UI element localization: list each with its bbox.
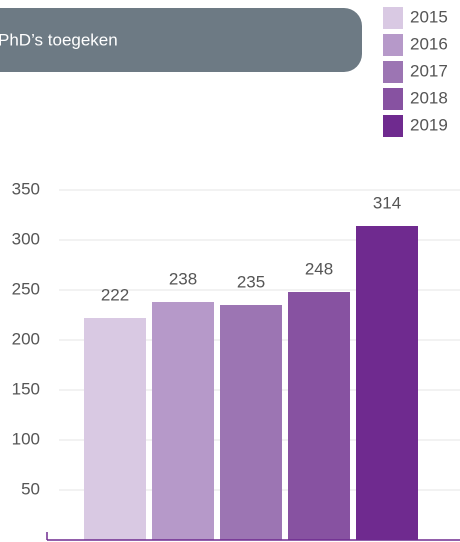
bar (288, 292, 350, 540)
bar (84, 318, 146, 540)
y-tick-label: 50 (21, 479, 40, 498)
y-tick-label: 150 (12, 379, 40, 398)
legend-swatch (383, 115, 403, 137)
value-label: 222 (101, 285, 129, 304)
bar (356, 226, 418, 540)
y-tick-label: 250 (12, 279, 40, 298)
title-banner (0, 8, 362, 72)
value-label: 314 (373, 193, 401, 212)
legend-swatch (383, 7, 403, 29)
value-label: 235 (237, 272, 265, 291)
legend-label: 2018 (410, 88, 448, 107)
legend-swatch (383, 34, 403, 56)
bar (152, 302, 214, 540)
legend-swatch (383, 88, 403, 110)
legend-swatch (383, 61, 403, 83)
legend-label: 2017 (410, 61, 448, 80)
legend-label: 2015 (410, 7, 448, 26)
value-label: 238 (169, 269, 197, 288)
bar (220, 305, 282, 540)
y-tick-label: 100 (12, 429, 40, 448)
legend-label: 2019 (410, 115, 448, 134)
chart-title: PhD’s toegeken (0, 30, 118, 49)
legend-label: 2016 (410, 34, 448, 53)
y-tick-label: 200 (12, 329, 40, 348)
y-tick-label: 350 (12, 179, 40, 198)
y-tick-label: 300 (12, 229, 40, 248)
value-label: 248 (305, 259, 333, 278)
